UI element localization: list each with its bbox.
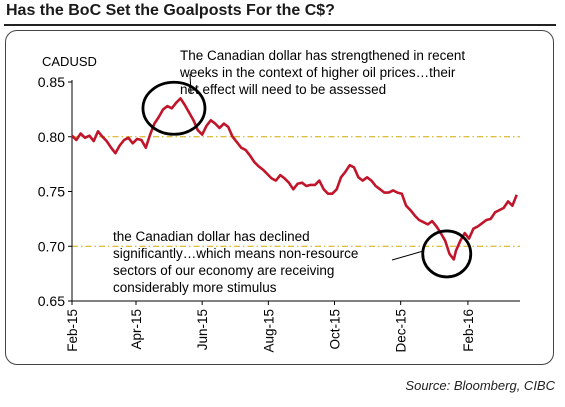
annotations: The Canadian dollar has strengthened in … xyxy=(113,48,473,295)
title-divider xyxy=(4,24,556,26)
x-tick-label: Oct-15 xyxy=(328,309,343,350)
y-axis-label: CADUSD xyxy=(42,54,97,69)
annotation-text: sectors of our economy are receiving xyxy=(113,263,334,278)
annotation-pointer xyxy=(189,73,192,94)
series-line-cadusd xyxy=(71,97,518,261)
x-tick-label: Apr-15 xyxy=(129,309,144,350)
annotation-text: The Canadian dollar has strengthened in … xyxy=(180,48,465,63)
highlight-circle xyxy=(141,80,207,136)
annotation-pointer xyxy=(391,250,424,261)
annotation-text: net effect will need to be assessed xyxy=(180,82,386,97)
source-note: Source: Bloomberg, CIBC xyxy=(405,378,555,393)
y-tick-label: 0.75 xyxy=(38,184,65,200)
highlight-circle xyxy=(421,229,473,279)
x-tick-label: Feb-15 xyxy=(65,309,80,352)
y-tick-label: 0.65 xyxy=(38,293,65,309)
x-tick-label: Jun-15 xyxy=(195,309,210,350)
x-tick-label: Feb-16 xyxy=(461,309,476,352)
page-title: Has the BoC Set the Goalposts For the C$… xyxy=(6,2,335,19)
series-layer xyxy=(71,97,518,261)
chart-frame xyxy=(5,30,554,365)
x-tick-label: Dec-15 xyxy=(394,309,409,353)
y-tick-label: 0.85 xyxy=(38,74,65,90)
annotation-text: significantly…which means non-resource xyxy=(113,246,358,261)
x-tick-label: Aug-15 xyxy=(261,309,276,353)
y-tick-label: 0.80 xyxy=(38,129,65,145)
annotation-text: weeks in the context of higher oil price… xyxy=(179,65,456,80)
y-tick-label: 0.70 xyxy=(38,238,65,254)
annotation-text: the Canadian dollar has declined xyxy=(113,229,310,244)
annotation-text: considerably more stimulus xyxy=(113,280,277,295)
